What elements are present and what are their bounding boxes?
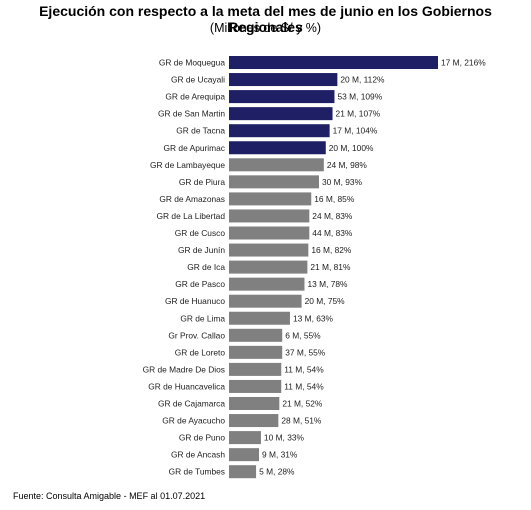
bar [229,56,438,69]
bar [229,311,290,325]
data-label: 37 M, 55% [285,347,326,357]
category-label: GR de Tacna [176,126,225,136]
bar [229,328,283,342]
data-label: 11 M, 54% [284,364,324,374]
bar [229,226,310,240]
bar [229,141,326,155]
bar [229,397,280,410]
data-label: 30 M, 93% [322,177,363,187]
chart-title: Ejecución con respecto a la meta del mes… [39,3,492,35]
category-label: GR de Junín [178,245,225,255]
category-label: GR de Amazonas [159,194,225,204]
category-label: GR de Huancavelica [148,381,225,391]
source-note: Fuente: Consulta Amigable - MEF al 01.07… [13,491,206,501]
data-label: 20 M, 75% [305,296,346,306]
bar [229,277,305,291]
category-label: GR de Madre De Dios [143,364,225,374]
bar [229,209,310,223]
category-label: GR de San Martin [158,109,225,119]
data-label: 44 M, 83% [312,228,353,238]
bar [229,243,309,257]
bar-chart: GR de Moquegua 17 M, 216% GR de Ucayali 20 … [143,56,486,479]
data-label: 11 M, 54% [284,381,324,391]
data-label: 17 M, 104% [333,126,378,136]
data-label: 24 M, 83% [312,211,353,221]
bar [229,73,338,87]
data-label: 16 M, 82% [311,245,352,255]
data-label: 10 M, 33% [264,433,305,443]
category-label: GR de Ancash [171,450,225,460]
chart-subtitle: (Millones de S/ y %) [209,21,322,35]
category-label: Gr Prov. Callao [168,330,225,340]
bar [229,124,330,138]
category-label: GR de Moquegua [159,58,225,68]
bar [229,90,335,104]
data-label: 20 M, 100% [329,143,374,153]
bar [229,448,259,462]
bar [229,158,324,172]
bar [229,379,282,393]
category-label: GR de Apurimac [164,143,225,153]
bar [229,362,282,376]
bar [229,414,279,428]
category-label: GR de Ica [187,262,225,272]
data-label: 16 M, 85% [314,194,355,204]
data-label: 24 M, 98% [327,160,368,170]
bar [229,465,257,479]
bar [229,175,319,189]
category-label: GR de La Libertad [157,211,226,221]
category-label: GR de Pasco [175,279,225,289]
bar [229,431,261,445]
data-label: 53 M, 109% [337,92,382,102]
category-label: GR de Cajamarca [158,399,225,409]
data-label: 17 M, 216% [441,58,486,68]
data-label: 13 M, 78% [307,279,348,289]
category-label: GR de Ayacucho [162,416,225,426]
bar [229,107,333,121]
data-label: 28 M, 51% [281,416,322,426]
data-label: 20 M, 112% [340,75,385,85]
bar [229,294,302,308]
category-label: GR de Lima [180,313,225,323]
category-label: GR de Tumbes [169,467,225,477]
category-label: GR de Huanuco [165,296,225,306]
category-label: GR de Piura [179,177,225,187]
data-label: 6 M, 55% [285,330,321,340]
data-label: 5 M, 28% [259,467,295,477]
data-label: 13 M, 63% [293,313,334,323]
data-label: 21 M, 107% [336,109,381,119]
category-label: GR de Loreto [175,347,226,357]
category-label: GR de Puno [179,433,225,443]
bar [229,192,312,206]
category-label: GR de Arequipa [165,92,225,102]
bar [229,345,283,359]
data-label: 21 M, 52% [282,399,323,409]
category-label: GR de Cusco [175,228,226,238]
data-label: 21 M, 81% [310,262,351,272]
category-label: GR de Lambayeque [150,160,225,170]
category-label: GR de Ucayali [171,75,225,85]
bar [229,260,308,274]
data-label: 9 M, 31% [262,450,298,460]
